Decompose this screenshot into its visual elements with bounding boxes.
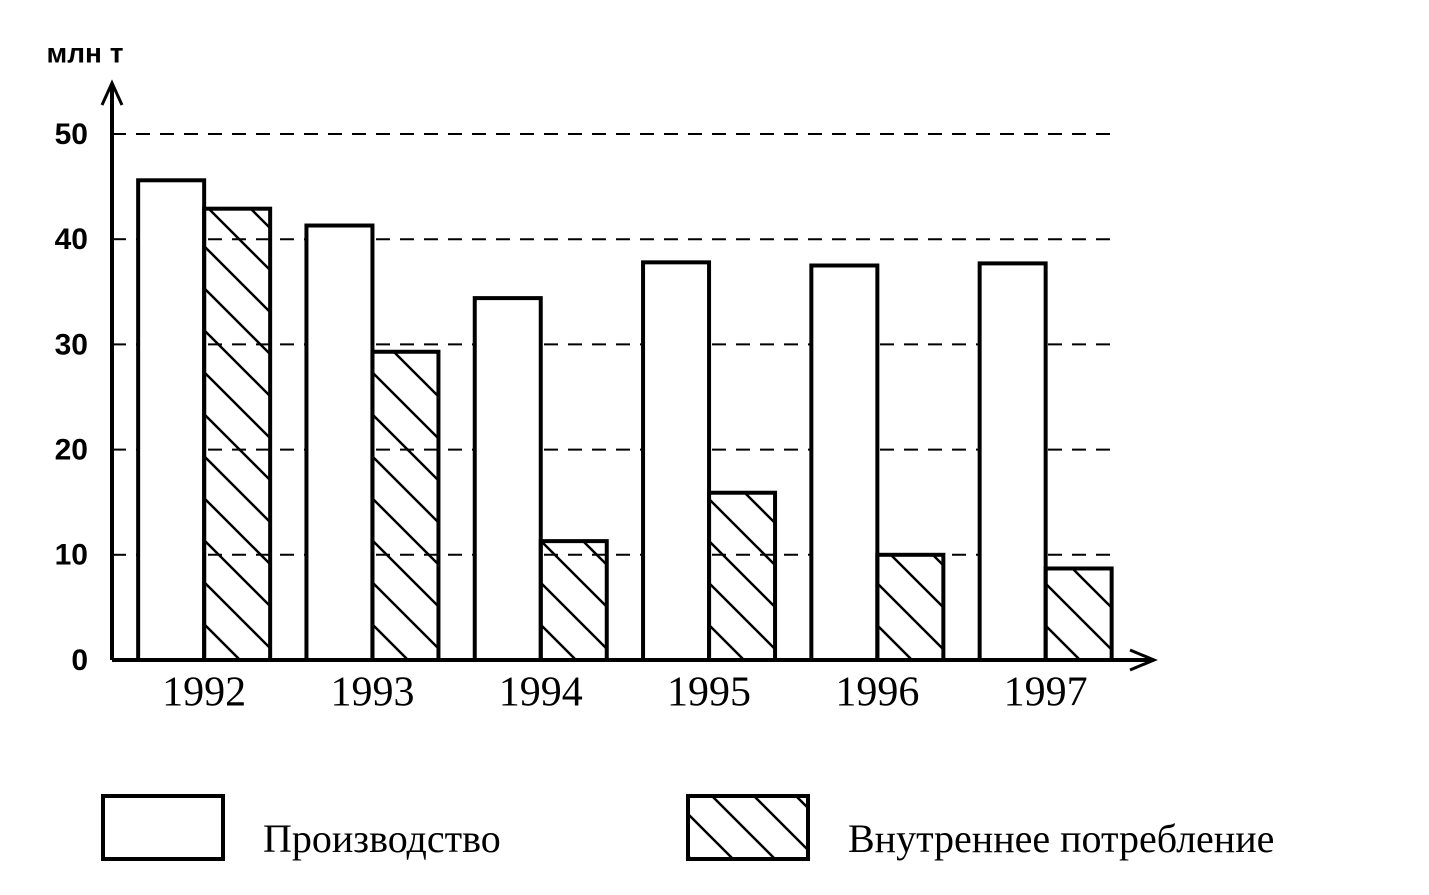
x-tick-label: 1995 <box>667 670 751 716</box>
bar <box>538 539 609 663</box>
bar <box>1043 566 1114 663</box>
bar <box>136 178 207 662</box>
legend-label: Внутреннее потребление <box>848 816 1274 861</box>
y-tick-label: 0 <box>71 644 88 677</box>
x-tick-label: 1994 <box>499 670 583 716</box>
bar <box>370 349 441 662</box>
bar <box>977 261 1048 662</box>
x-tick-label: 1992 <box>162 670 246 716</box>
y-tick-label: 20 <box>55 434 88 467</box>
legend-swatch <box>686 794 810 861</box>
bar <box>304 223 375 663</box>
bar <box>707 490 778 662</box>
x-axis-arrow <box>1129 648 1158 672</box>
y-tick-label: 50 <box>55 118 88 151</box>
legend-label: Производство <box>263 816 501 861</box>
y-tick-label: 40 <box>55 223 88 256</box>
bar <box>641 260 712 662</box>
x-tick-label: 1997 <box>1004 670 1088 716</box>
bar <box>202 206 273 663</box>
y-tick-label: 30 <box>55 328 88 361</box>
x-tick-label: 1996 <box>835 670 919 716</box>
x-tick-label: 1993 <box>330 670 414 716</box>
bar <box>875 552 946 662</box>
y-axis-label: млн т <box>47 37 124 68</box>
y-tick-label: 10 <box>55 539 88 572</box>
legend-swatch <box>101 794 225 861</box>
bar <box>809 263 880 662</box>
y-axis-arrow <box>100 79 124 106</box>
bar <box>472 296 543 662</box>
